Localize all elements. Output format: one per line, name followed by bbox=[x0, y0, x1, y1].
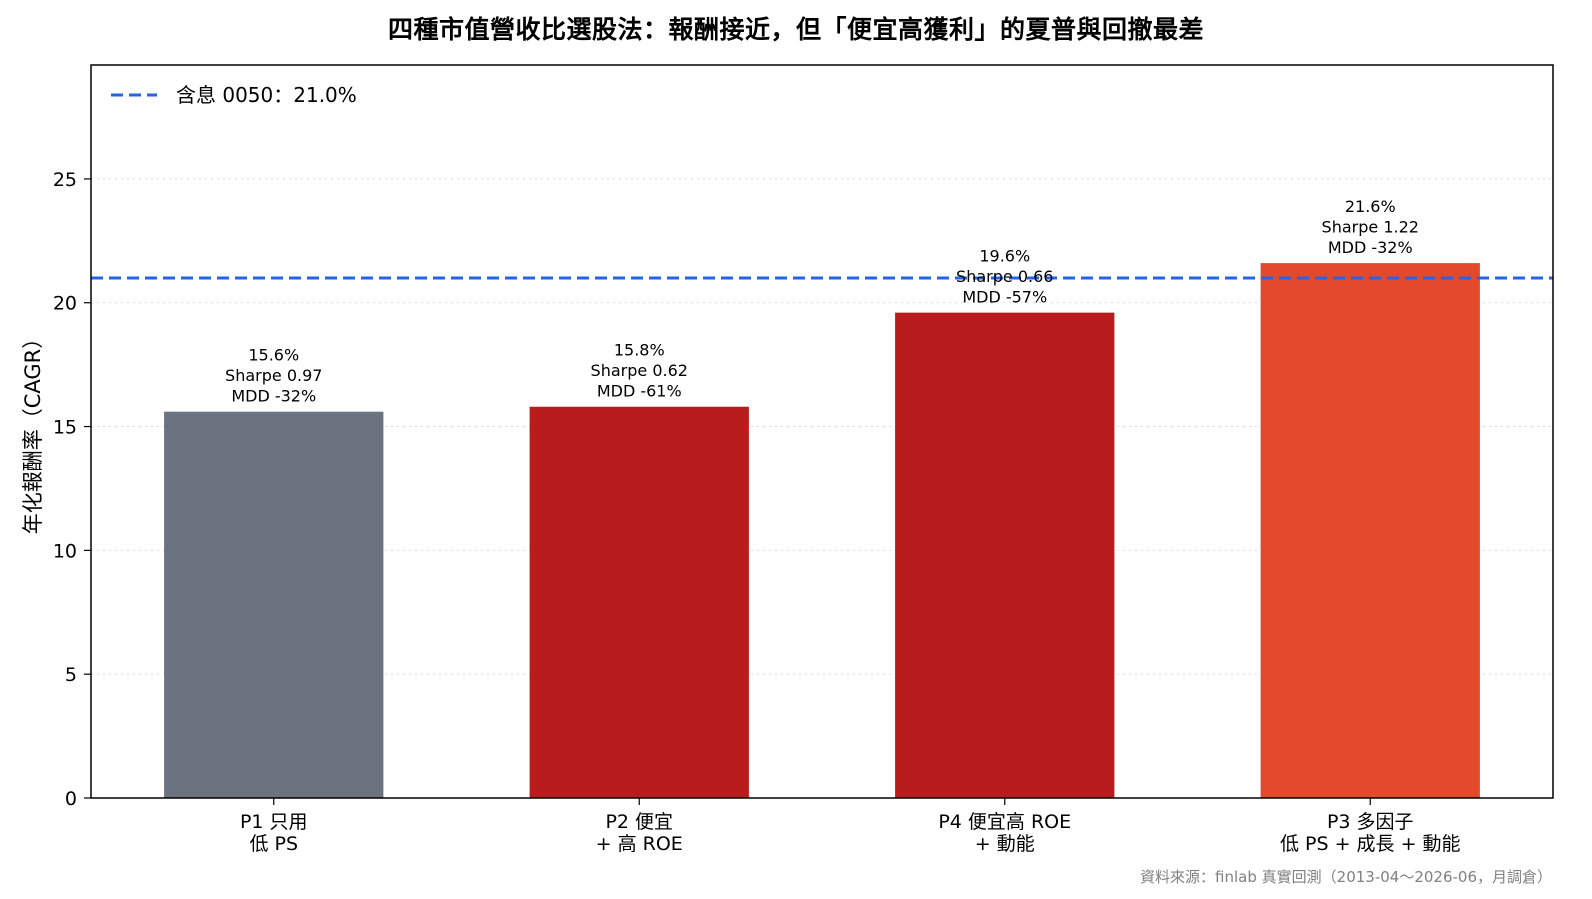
bar-annotation-line: MDD -57% bbox=[962, 288, 1047, 307]
bars bbox=[164, 263, 1480, 798]
y-tick-label: 25 bbox=[53, 169, 77, 191]
bar-annotation-line: Sharpe 0.66 bbox=[956, 267, 1053, 286]
bar-annotations: 15.6%Sharpe 0.97 MDD -32% 15.8%Sharpe 0.62… bbox=[225, 197, 1419, 406]
chart-title: 四種市值營收比選股法：報酬接近，但「便宜高獲利」的夏普與回撤最差 bbox=[387, 15, 1204, 44]
bar-annotation-line: 19.6% bbox=[979, 247, 1030, 266]
y-axis: 0 5 10 15 20 25 bbox=[53, 169, 91, 810]
legend: 含息 0050：21.0% bbox=[111, 83, 357, 107]
bar-annotation-line: 21.6% bbox=[1345, 197, 1396, 216]
x-tick-label: P2 便宜 bbox=[605, 811, 673, 833]
y-axis-label: 年化報酬率（CAGR） bbox=[21, 328, 45, 535]
bar-annotation-line: 15.8% bbox=[614, 341, 665, 360]
bar-annotation-line: 15.6% bbox=[248, 346, 299, 365]
bar bbox=[529, 406, 749, 798]
bar bbox=[1260, 263, 1480, 798]
x-tick-label: + 高 ROE bbox=[596, 833, 683, 855]
bar-annotation-line: MDD -32% bbox=[231, 387, 316, 406]
x-tick-label: P1 只用 bbox=[240, 811, 308, 833]
bar bbox=[164, 411, 384, 798]
y-tick-label: 0 bbox=[65, 788, 77, 810]
x-tick-label: 低 PS bbox=[249, 833, 298, 855]
bar-annotation-line: MDD -61% bbox=[597, 382, 682, 401]
plot-frame bbox=[90, 64, 1554, 799]
y-tick-label: 5 bbox=[65, 664, 77, 686]
x-tick-label: + 動能 bbox=[975, 833, 1035, 855]
bar-annotation-line: Sharpe 1.22 bbox=[1322, 218, 1419, 237]
x-tick-label: P4 便宜高 ROE bbox=[938, 811, 1071, 833]
bar-annotation-line: Sharpe 0.97 bbox=[225, 366, 322, 385]
bar bbox=[895, 312, 1115, 798]
y-tick-label: 15 bbox=[53, 417, 77, 439]
x-tick-label: 低 PS + 成長 + 動能 bbox=[1280, 833, 1461, 855]
bar-annotation-line: MDD -32% bbox=[1328, 238, 1413, 257]
legend-label: 含息 0050：21.0% bbox=[176, 83, 357, 107]
source-note: 資料來源：finlab 真實回測（2013-04～2026-06，月調倉） bbox=[1140, 868, 1552, 886]
x-axis: P1 只用低 PS P2 便宜+ 高 ROE P4 便宜高 ROE+ 動能 P3 多因… bbox=[240, 798, 1461, 855]
x-tick-label: P3 多因子 bbox=[1327, 811, 1414, 833]
y-tick-label: 20 bbox=[53, 293, 77, 315]
bar-annotation-line: Sharpe 0.62 bbox=[591, 361, 688, 380]
y-tick-label: 10 bbox=[53, 540, 77, 562]
